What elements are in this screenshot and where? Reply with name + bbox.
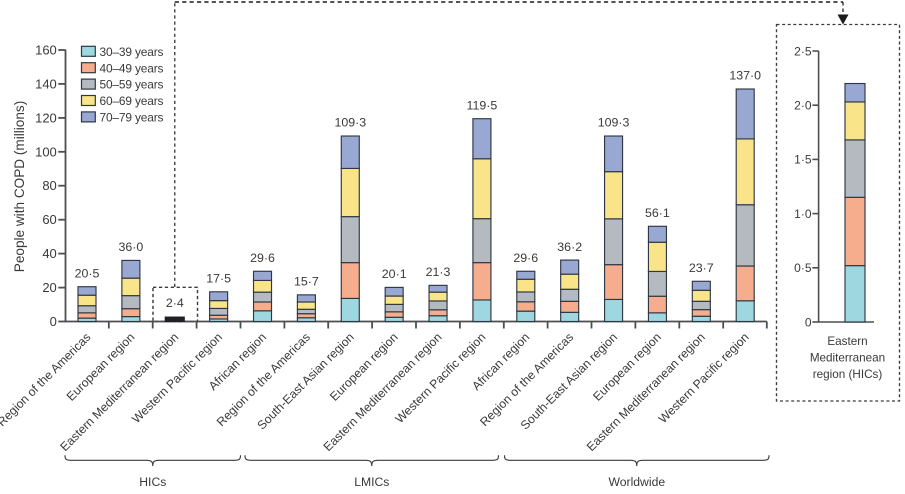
svg-text:80: 80 <box>42 178 56 193</box>
svg-text:60: 60 <box>42 212 56 227</box>
svg-text:2·0: 2·0 <box>794 99 812 113</box>
svg-text:0: 0 <box>805 315 812 329</box>
svg-text:20·5: 20·5 <box>75 266 100 280</box>
svg-text:17·5: 17·5 <box>206 272 231 286</box>
svg-text:160: 160 <box>35 43 57 58</box>
svg-text:29·6: 29·6 <box>250 251 275 265</box>
svg-text:1·0: 1·0 <box>794 207 812 221</box>
svg-text:23·7: 23·7 <box>689 261 714 275</box>
svg-text:40–49 years: 40–49 years <box>100 61 164 75</box>
svg-text:HICs: HICs <box>139 475 166 489</box>
svg-text:20·1: 20·1 <box>382 267 407 281</box>
svg-text:30–39 years: 30–39 years <box>100 45 164 59</box>
svg-text:21·3: 21·3 <box>426 265 451 279</box>
svg-text:Worldwide: Worldwide <box>608 475 665 489</box>
svg-text:20: 20 <box>42 280 56 295</box>
svg-text:56·1: 56·1 <box>645 206 670 220</box>
svg-text:137·0: 137·0 <box>729 69 761 83</box>
svg-text:109·3: 109·3 <box>598 116 630 130</box>
svg-text:36·0: 36·0 <box>118 240 143 254</box>
svg-text:LMICs: LMICs <box>354 475 389 489</box>
svg-text:119·5: 119·5 <box>467 98 498 112</box>
svg-text:50–59 years: 50–59 years <box>100 78 164 92</box>
svg-text:0·5: 0·5 <box>794 261 812 275</box>
svg-text:0: 0 <box>50 314 57 329</box>
svg-text:Eastern: Eastern <box>827 335 867 348</box>
svg-text:109·3: 109·3 <box>334 116 366 130</box>
svg-text:People with COPD (millions): People with COPD (millions) <box>12 101 27 272</box>
svg-text:Mediterranean: Mediterranean <box>810 352 885 365</box>
svg-text:120: 120 <box>35 110 57 125</box>
svg-text:2·5: 2·5 <box>794 44 812 58</box>
svg-text:70–79 years: 70–79 years <box>100 111 164 125</box>
svg-text:region (HICs): region (HICs) <box>813 368 883 381</box>
svg-text:2·4: 2·4 <box>166 296 184 310</box>
svg-text:15·7: 15·7 <box>294 275 319 289</box>
svg-text:36·2: 36·2 <box>557 240 582 254</box>
svg-text:100: 100 <box>35 144 57 159</box>
svg-text:60–69 years: 60–69 years <box>100 94 164 108</box>
svg-text:1·5: 1·5 <box>794 153 812 167</box>
svg-text:29·6: 29·6 <box>513 251 538 265</box>
svg-text:40: 40 <box>42 246 56 261</box>
svg-text:140: 140 <box>35 76 57 91</box>
